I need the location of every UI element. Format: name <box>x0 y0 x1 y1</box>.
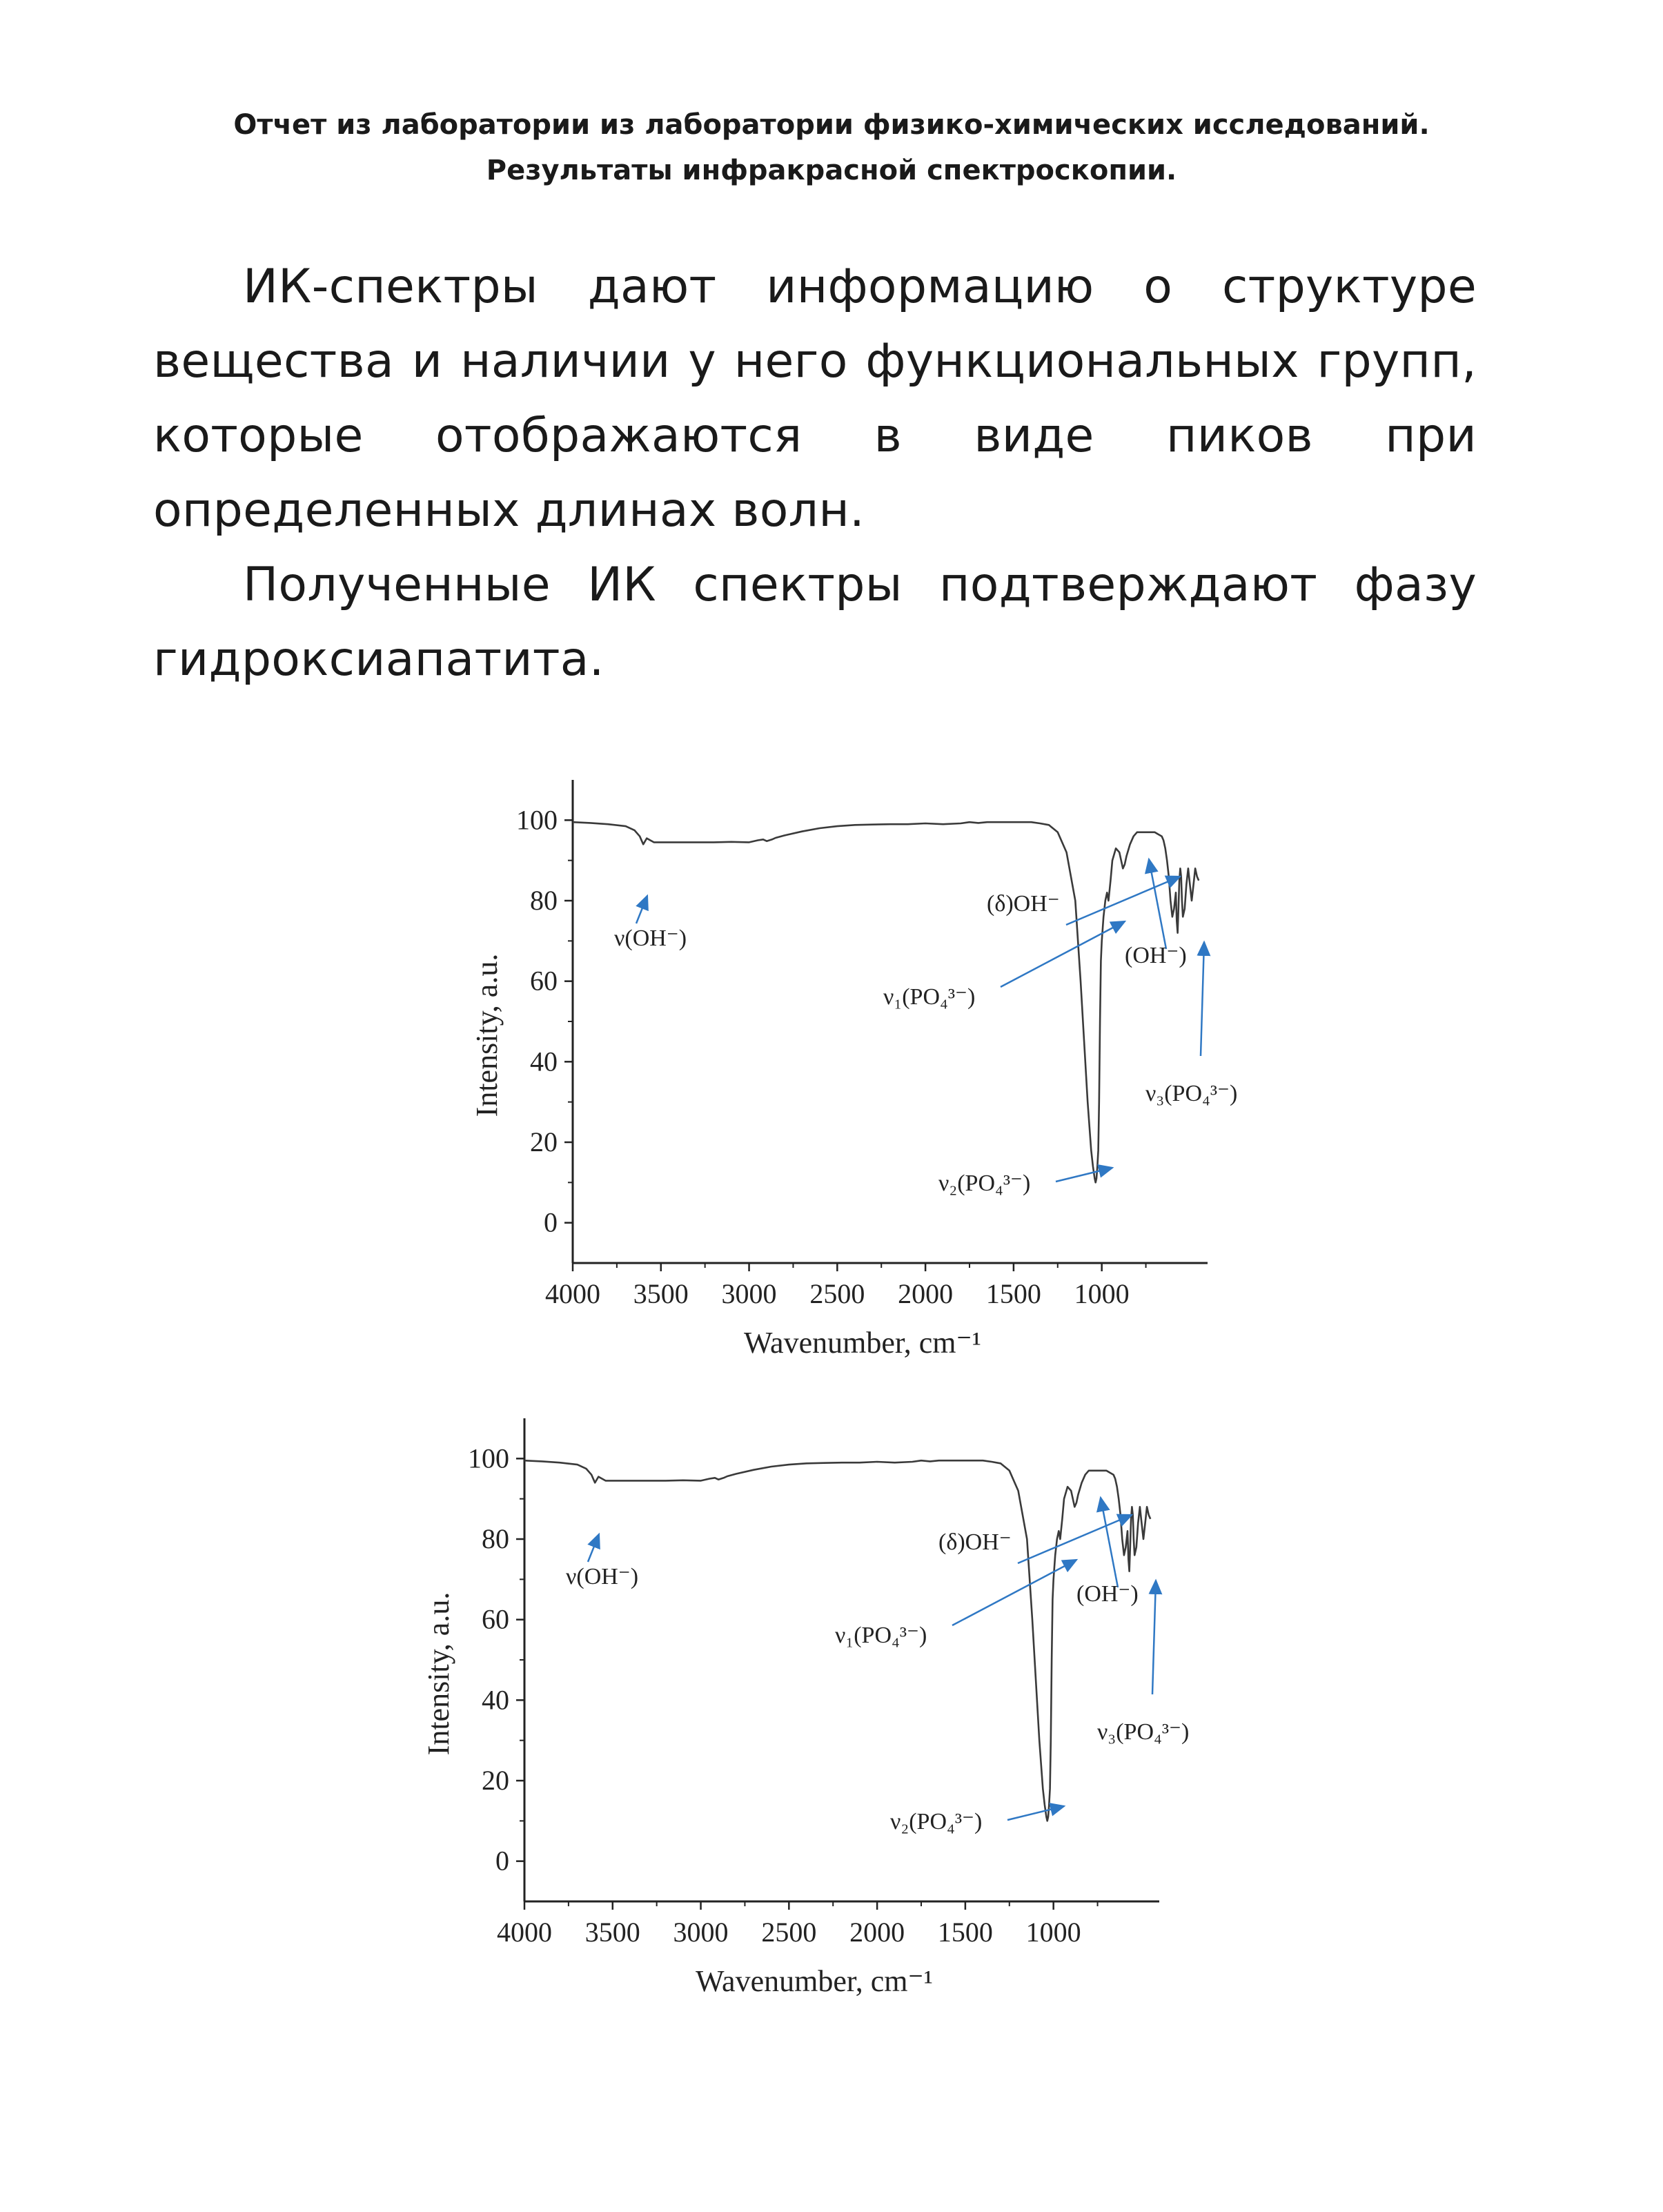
x-axis-label: Wavenumber, cm⁻¹ <box>744 1326 981 1360</box>
y-tick-label: 20 <box>482 1765 509 1796</box>
annotation-arrow <box>952 1558 1079 1627</box>
annotation-label: ν₃(PO₄³⁻) <box>1145 1081 1237 1106</box>
plot-area: 0 20 40 60 80 100 4000 3500 3000 2500 2000 1500 1000… <box>470 780 1237 1360</box>
annotation-arrow <box>1096 1496 1119 1588</box>
annotation-arrow <box>1000 920 1127 988</box>
y-tick-label: 80 <box>482 1523 509 1554</box>
annotation-label: ν₂(PO₄³⁻) <box>890 1809 982 1834</box>
x-tick-label: 1500 <box>938 1917 993 1948</box>
y-axis-label: Intensity, a.u. <box>422 1592 455 1756</box>
x-tick-label: 2500 <box>761 1917 816 1948</box>
document-title-line-2: Результаты инфракрасной спектроскопии. <box>486 155 1177 186</box>
annotation-arrow <box>1055 1164 1114 1183</box>
x-tick-label: 4000 <box>545 1278 600 1309</box>
annotation-label: ν₁(PO₄³⁻) <box>883 984 975 1010</box>
document-body: ИК-спектры дают информацию о структуре в… <box>153 250 1477 697</box>
annotation-label: ν(OH⁻) <box>614 926 687 951</box>
annotation-label: ν₂(PO₄³⁻) <box>938 1171 1030 1196</box>
annotation-arrow <box>1148 1578 1163 1695</box>
plot-area: 0 20 40 60 80 100 4000 3500 3000 2500 2000 1500 1000… <box>422 1418 1189 1998</box>
x-tick-label: 3000 <box>673 1917 729 1948</box>
annotation-label: ν₁(PO₄³⁻) <box>835 1623 927 1648</box>
spectrum-line <box>524 1459 1152 1822</box>
ir-spectrum-chart-1: 0 20 40 60 80 100 4000 3500 3000 2500 2000 1500 1000… <box>470 780 1237 1360</box>
spectrum-line <box>572 821 1200 1184</box>
y-tick-label: 0 <box>544 1207 558 1238</box>
x-tick-label: 1500 <box>986 1278 1041 1309</box>
y-tick-label: 20 <box>530 1126 558 1157</box>
annotation-arrow <box>587 1532 600 1563</box>
y-tick-label: 100 <box>516 804 558 835</box>
x-tick-label: 4000 <box>497 1917 552 1948</box>
y-tick-label: 40 <box>482 1684 509 1715</box>
annotation-label: (δ)OH⁻ <box>987 891 1060 917</box>
annotation-arrow <box>1197 940 1211 1057</box>
x-tick-label: 2000 <box>849 1917 905 1948</box>
x-axis-label: Wavenumber, cm⁻¹ <box>696 1964 933 1998</box>
annotation-label: ν₃(PO₄³⁻) <box>1097 1719 1189 1745</box>
annotation-label: (δ)OH⁻ <box>938 1529 1012 1555</box>
document-title: Отчет из лаборатории из лаборатории физи… <box>138 102 1525 193</box>
annotation-arrow <box>1065 875 1182 926</box>
y-tick-label: 60 <box>530 966 558 997</box>
x-tick-label: 3500 <box>633 1278 689 1309</box>
document-title-line-1: Отчет из лаборатории из лаборатории физи… <box>233 109 1430 141</box>
y-axis-label: Intensity, a.u. <box>470 954 504 1117</box>
y-tick-label: 60 <box>482 1604 509 1635</box>
annotation-label: (OH⁻) <box>1076 1581 1139 1607</box>
ir-spectrum-chart-2: 0 20 40 60 80 100 4000 3500 3000 2500 2000 1500 1000… <box>422 1418 1189 1998</box>
y-tick-label: 0 <box>495 1846 509 1877</box>
y-tick-label: 80 <box>530 885 558 916</box>
x-tick-label: 1000 <box>1074 1278 1130 1309</box>
x-tick-label: 1000 <box>1026 1917 1081 1948</box>
annotation-arrow <box>1144 857 1168 950</box>
y-tick-label: 100 <box>468 1442 509 1474</box>
y-tick-label: 40 <box>530 1046 558 1077</box>
annotation-arrow <box>1017 1514 1134 1565</box>
annotation-label: ν(OH⁻) <box>566 1564 638 1589</box>
annotation-arrow <box>635 894 649 924</box>
x-tick-label: 3500 <box>585 1917 640 1948</box>
x-tick-label: 2000 <box>898 1278 953 1309</box>
paragraph-1: ИК-спектры дают информацию о структуре в… <box>153 260 1477 538</box>
x-tick-label: 3000 <box>722 1278 777 1309</box>
paragraph-2: Полученные ИК спектры подтверждают фазу … <box>153 558 1477 687</box>
annotation-arrow <box>1007 1803 1066 1821</box>
x-tick-label: 2500 <box>809 1278 865 1309</box>
annotation-label: (OH⁻) <box>1125 943 1187 968</box>
